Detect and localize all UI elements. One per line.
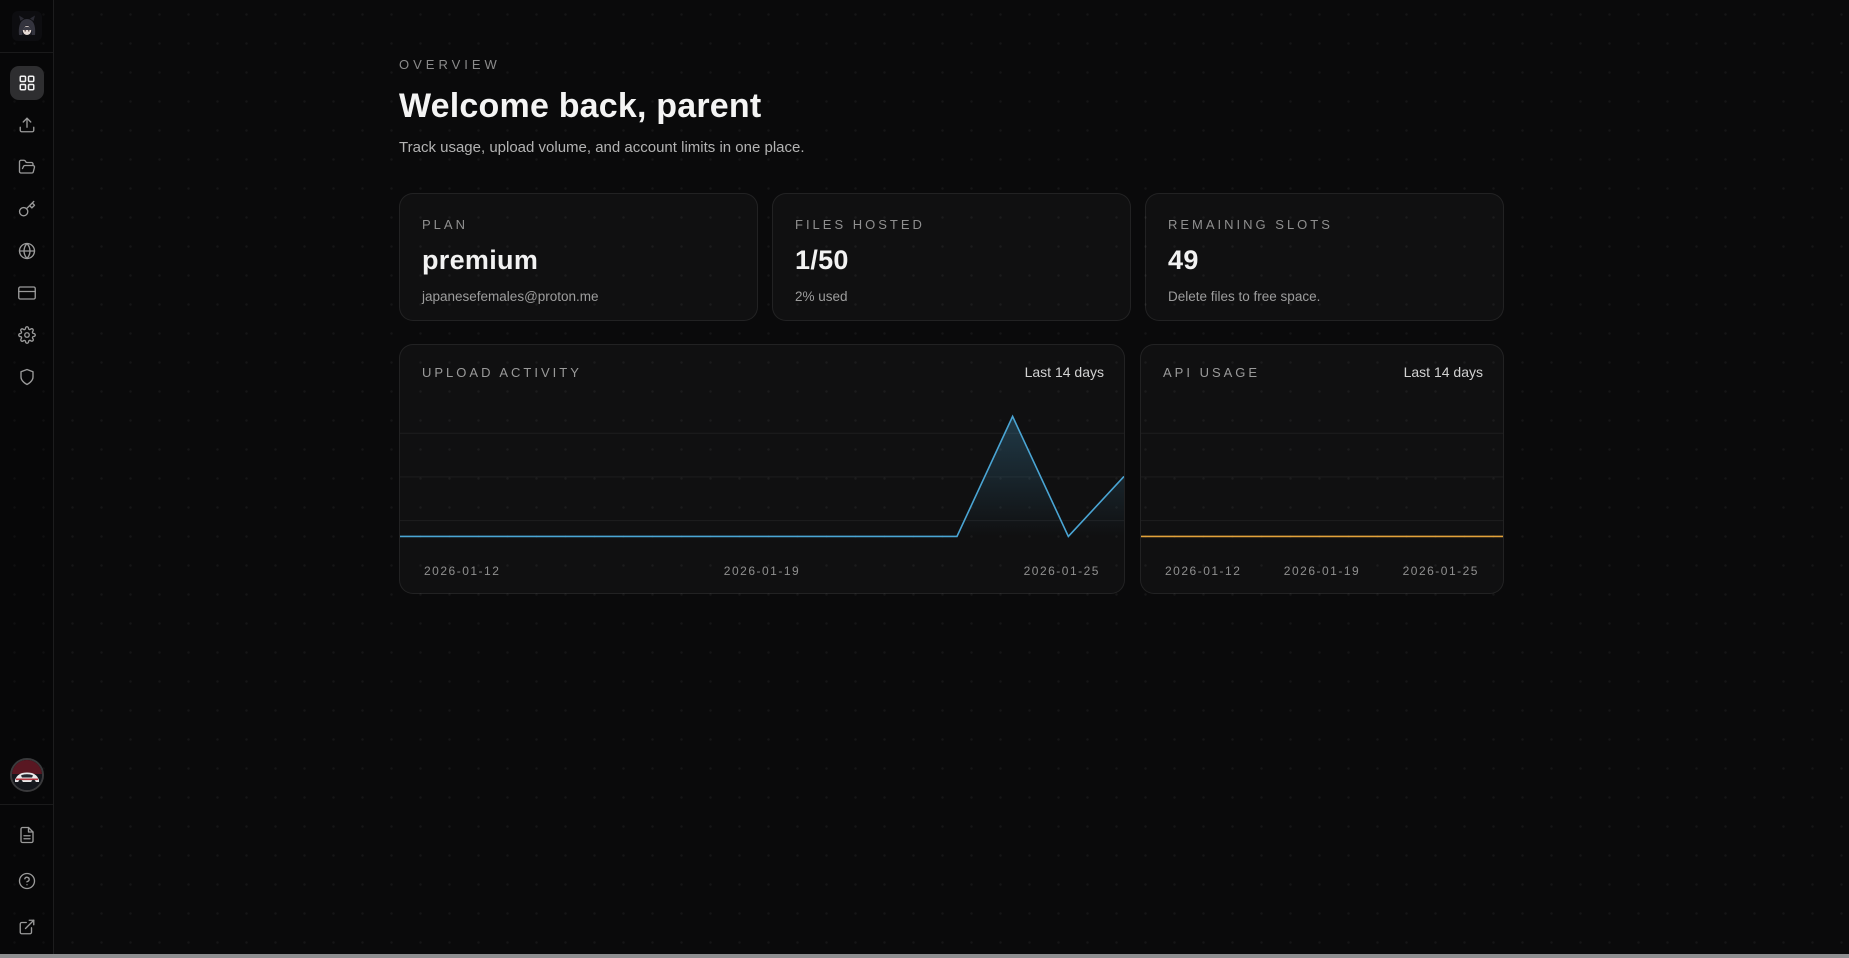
api-usage-card: API USAGE Last 14 days 2026-01-12 2026-0… <box>1140 344 1504 594</box>
stats-row: PLAN premium japanesefemales@proton.me F… <box>399 193 1504 321</box>
app-logo-avatar[interactable] <box>11 11 42 41</box>
sidebar-item-billing[interactable] <box>10 276 44 310</box>
shield-icon <box>19 368 34 386</box>
upload-activity-line <box>400 414 1124 538</box>
globe-icon <box>18 242 35 260</box>
sidebar-item-external[interactable] <box>10 910 44 944</box>
sidebar-item-domains[interactable] <box>10 234 44 268</box>
sidebar-item-upload[interactable] <box>10 108 44 142</box>
upload-activity-area <box>400 416 1124 537</box>
x-tick: 2026-01-25 <box>1023 564 1100 578</box>
remaining-slots-hint: Delete files to free space. <box>1168 289 1321 304</box>
upload-activity-card: UPLOAD ACTIVITY Last 14 days <box>399 344 1125 594</box>
folder-open-icon <box>18 159 35 174</box>
plan-value: premium <box>422 245 539 275</box>
files-hosted-label: FILES HOSTED <box>795 217 925 232</box>
charts-row: UPLOAD ACTIVITY Last 14 days <box>399 344 1504 594</box>
main-content: OVERVIEW Welcome back, parent Track usag… <box>54 0 1849 958</box>
external-link-icon <box>19 919 34 935</box>
overview-eyebrow: OVERVIEW <box>399 57 501 72</box>
api-usage-chart <box>1141 432 1503 538</box>
key-icon <box>18 200 35 217</box>
sidebar-logo-section <box>0 0 53 53</box>
sidebar-footer <box>0 804 53 958</box>
remaining-slots-label: REMAINING SLOTS <box>1168 217 1333 232</box>
settings-gear-icon <box>17 326 36 344</box>
credit-card-icon <box>17 286 36 300</box>
files-hosted-usage: 2% used <box>795 289 848 304</box>
x-tick: 2026-01-12 <box>424 564 501 578</box>
x-tick: 2026-01-19 <box>1283 564 1361 578</box>
sidebar-item-files[interactable] <box>10 150 44 184</box>
cat-hood-character-icon <box>11 11 42 41</box>
sidebar-nav <box>9 53 44 394</box>
sidebar-item-api-keys[interactable] <box>10 192 44 226</box>
horizontal-scrollbar-thumb[interactable] <box>0 954 1849 958</box>
sidebar-item-help[interactable] <box>10 864 44 898</box>
upload-activity-x-axis: 2026-01-12 2026-01-19 2026-01-25 <box>424 564 1100 578</box>
api-usage-x-axis: 2026-01-12 2026-01-19 2026-01-25 <box>1165 564 1479 578</box>
sidebar-item-docs[interactable] <box>10 818 44 852</box>
api-usage-range: Last 14 days <box>1403 364 1483 380</box>
x-tick: 2026-01-19 <box>723 564 801 578</box>
dashboard-grid-icon <box>19 75 34 91</box>
sidebar <box>0 0 54 958</box>
files-hosted-value: 1/50 <box>795 245 849 275</box>
api-usage-title: API USAGE <box>1163 364 1261 380</box>
files-hosted-card: FILES HOSTED 1/50 2% used <box>772 193 1131 321</box>
sidebar-item-dashboard[interactable] <box>9 66 44 100</box>
upload-activity-chart <box>400 414 1124 538</box>
plan-email: japanesefemales@proton.me <box>422 289 599 304</box>
upload-activity-range: Last 14 days <box>1024 364 1104 380</box>
remaining-slots-value: 49 <box>1168 245 1199 275</box>
help-circle-icon <box>18 872 35 890</box>
remaining-slots-card: REMAINING SLOTS 49 Delete files to free … <box>1145 193 1504 321</box>
page-title: Welcome back, parent <box>399 87 762 125</box>
sidebar-item-security[interactable] <box>10 360 44 394</box>
plan-card: PLAN premium japanesefemales@proton.me <box>399 193 758 321</box>
user-avatar[interactable] <box>9 758 44 792</box>
page-subtitle: Track usage, upload volume, and account … <box>399 139 805 156</box>
car-avatar-image <box>11 760 42 790</box>
upload-activity-title: UPLOAD ACTIVITY <box>422 364 582 380</box>
upload-icon <box>19 117 34 133</box>
sidebar-item-settings[interactable] <box>10 318 44 352</box>
x-tick: 2026-01-25 <box>1402 564 1479 578</box>
x-tick: 2026-01-12 <box>1165 564 1242 578</box>
document-icon <box>19 826 34 844</box>
plan-label: PLAN <box>422 217 468 232</box>
